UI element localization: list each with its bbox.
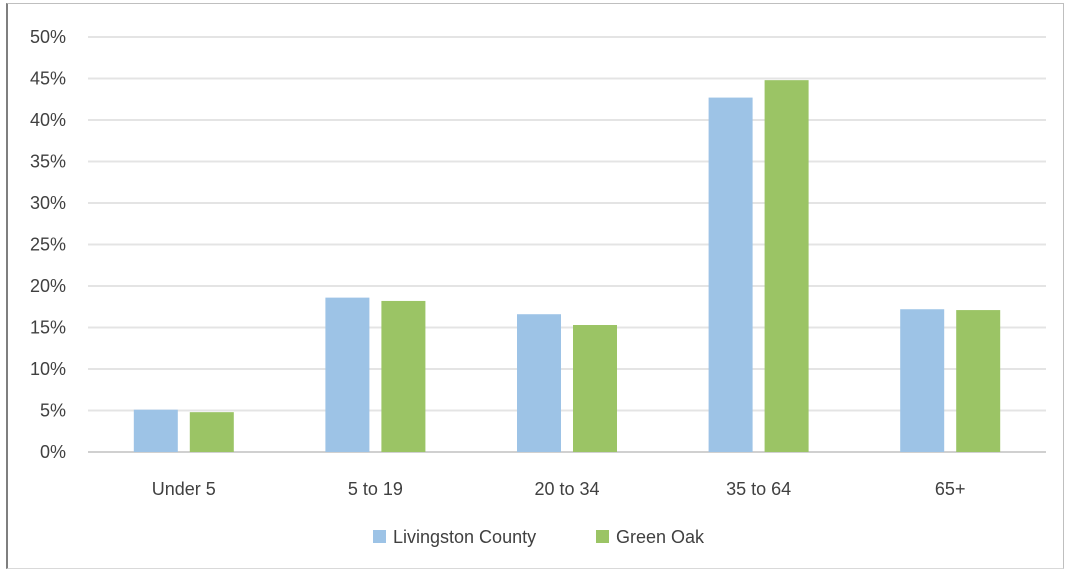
y-tick-label: 5% (40, 401, 66, 421)
y-tick-label: 20% (30, 276, 66, 296)
bar-livingston-county-4 (900, 309, 945, 452)
y-axis-tick-labels: 0% 5% 10% 15% 20% 25% 30% 35% 40% 45% 50% (30, 27, 66, 462)
bar-green-oak-3 (764, 80, 809, 452)
legend-swatch (596, 530, 609, 543)
bar-green-oak-2 (573, 325, 617, 452)
x-tick-label: 20 to 34 (534, 479, 599, 499)
x-tick-label: 5 to 19 (348, 479, 403, 499)
y-tick-label: 25% (30, 235, 66, 255)
y-tick-label: 50% (30, 27, 66, 47)
bars (133, 80, 1001, 452)
y-tick-label: 30% (30, 193, 66, 213)
legend-label: Green Oak (616, 527, 705, 547)
y-tick-label: 40% (30, 110, 66, 130)
legend-label: Livingston County (393, 527, 536, 547)
bar-livingston-county-3 (708, 97, 753, 452)
x-tick-label: 35 to 64 (726, 479, 791, 499)
legend: Livingston County Green Oak (373, 527, 705, 547)
y-tick-label: 15% (30, 318, 66, 338)
y-tick-label: 0% (40, 442, 66, 462)
gridlines (88, 36, 1046, 453)
bar-green-oak-1 (381, 300, 426, 452)
y-tick-label: 35% (30, 152, 66, 172)
x-axis-tick-labels: Under 5 5 to 19 20 to 34 35 to 64 65+ (152, 479, 966, 499)
bar-green-oak-4 (956, 310, 1001, 452)
bar-green-oak-0 (189, 412, 234, 452)
y-tick-label: 10% (30, 359, 66, 379)
x-tick-label: 65+ (935, 479, 966, 499)
bar-livingston-county-0 (133, 409, 178, 452)
bar-livingston-county-1 (325, 297, 370, 452)
x-tick-label: Under 5 (152, 479, 216, 499)
bar-livingston-county-2 (517, 314, 561, 452)
y-tick-label: 45% (30, 69, 66, 89)
legend-swatch (373, 530, 386, 543)
